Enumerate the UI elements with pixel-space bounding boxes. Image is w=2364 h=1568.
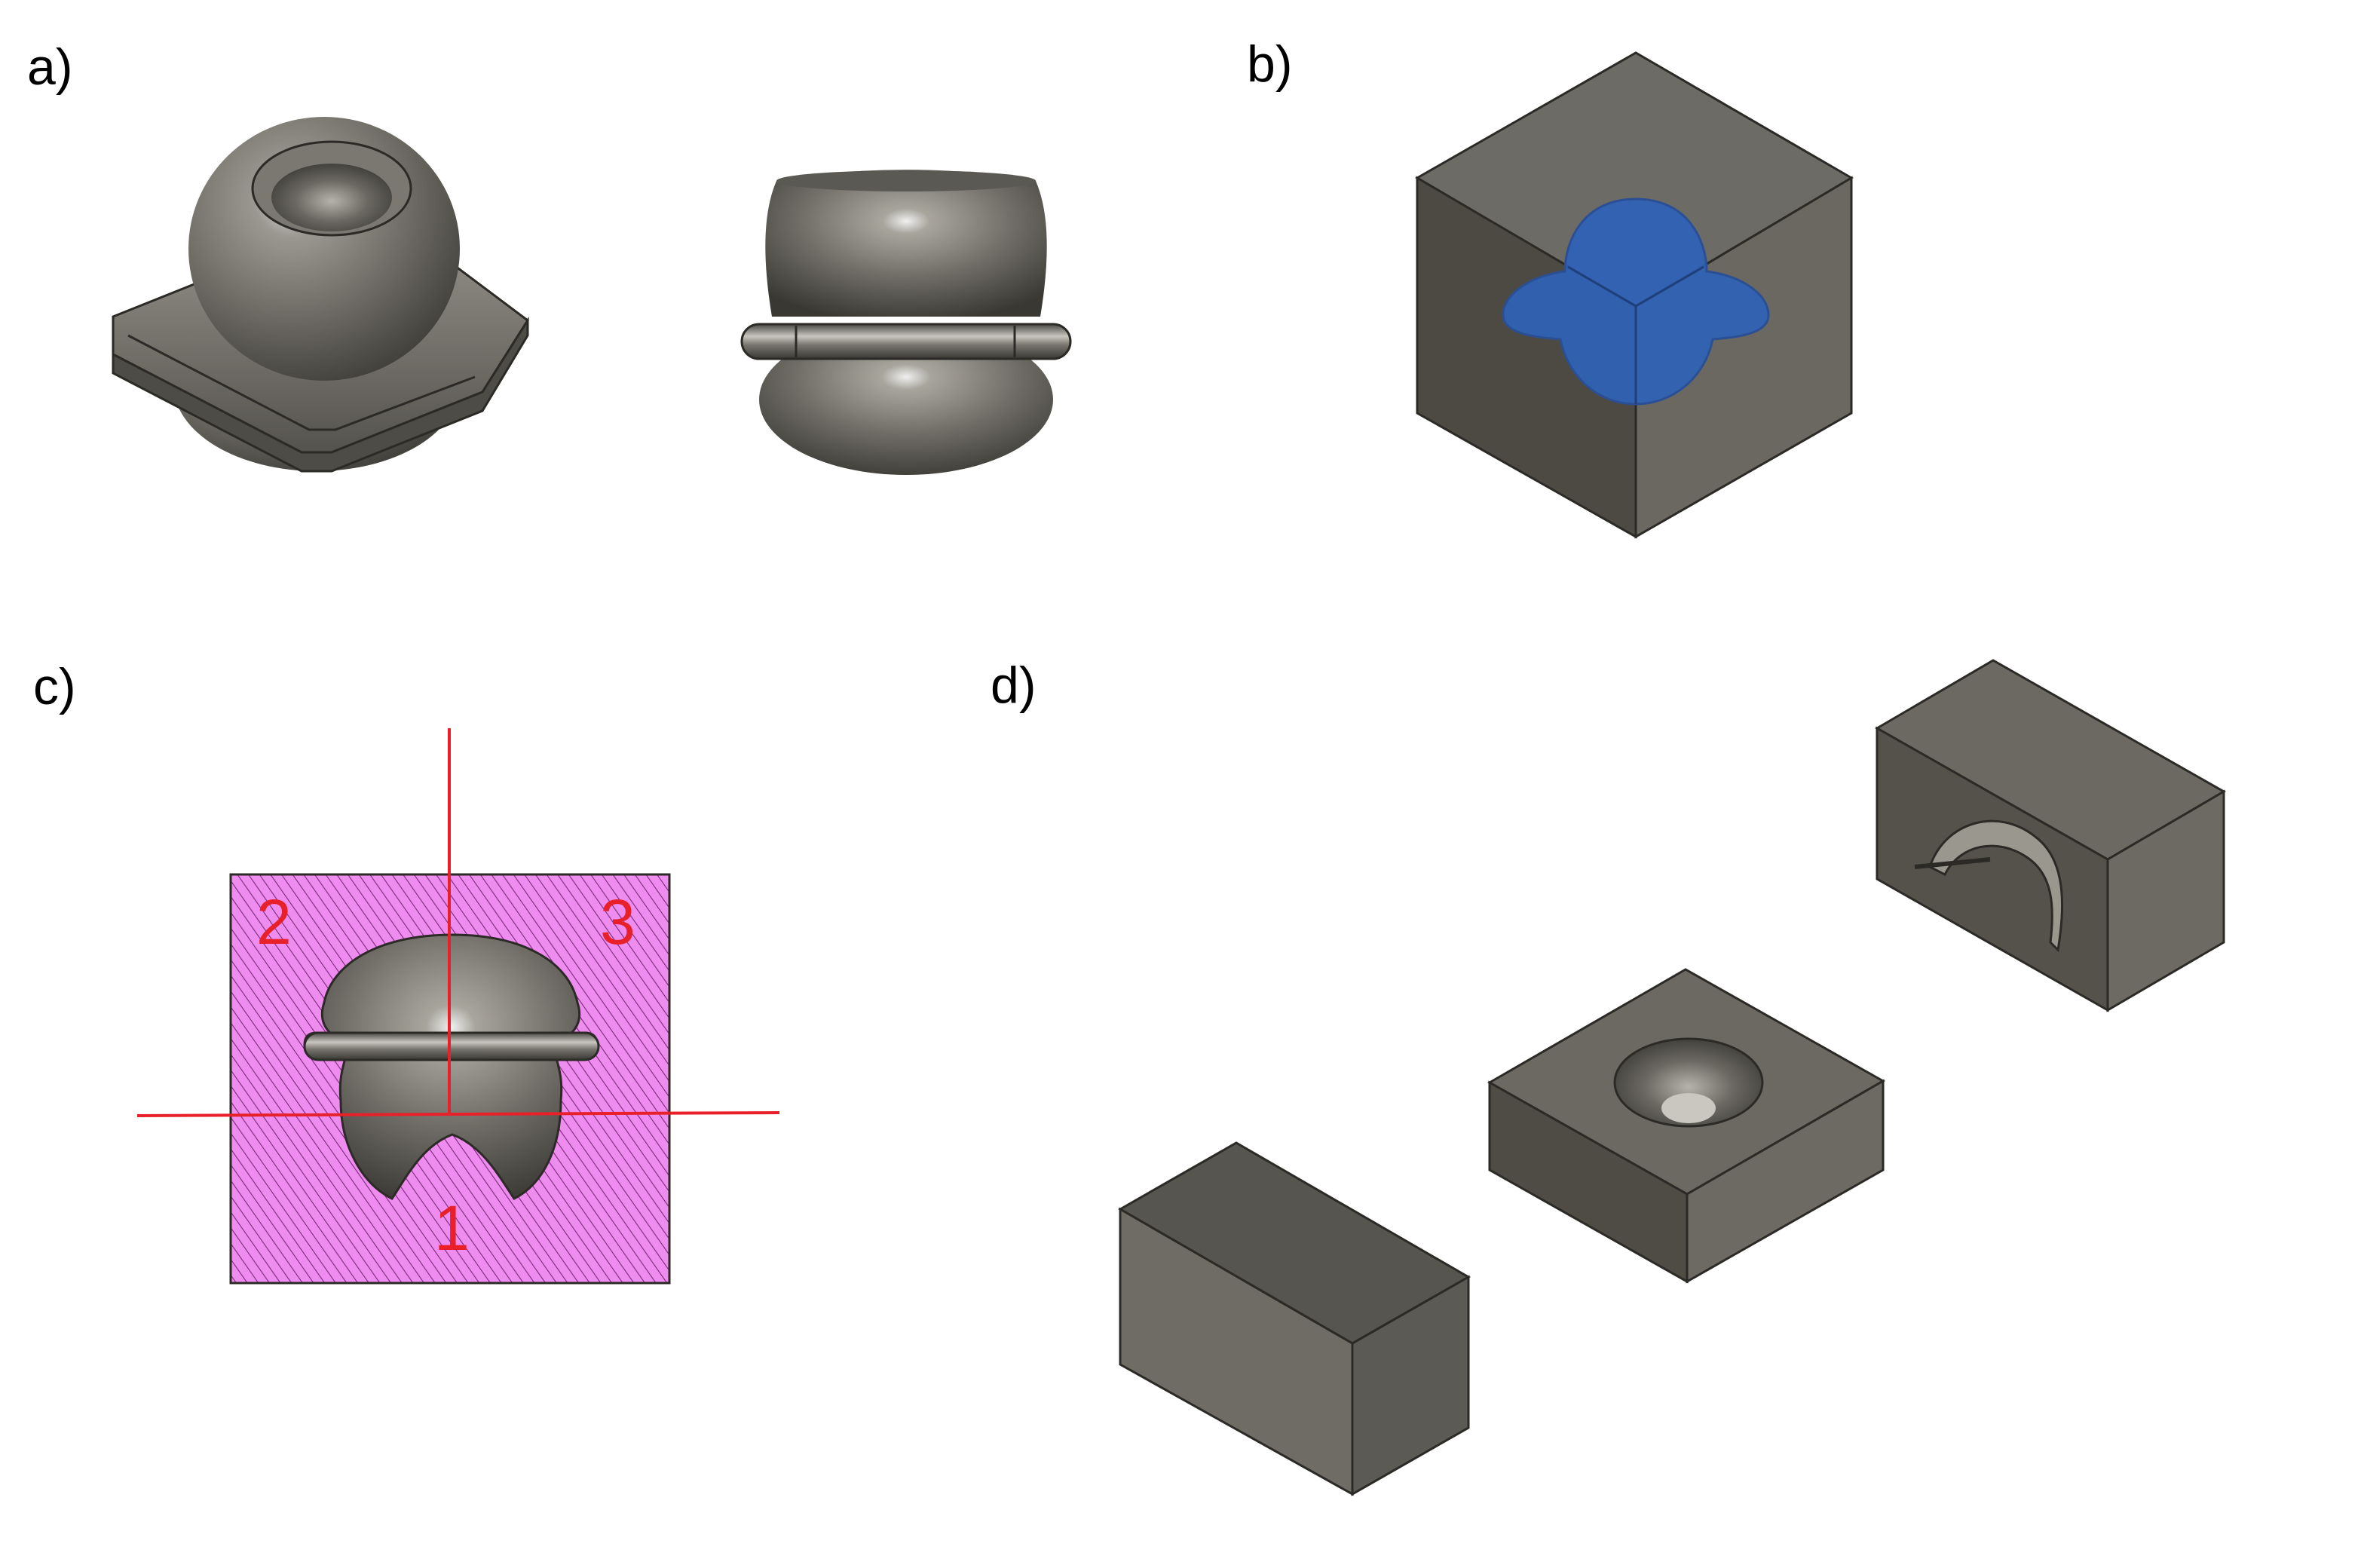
- region-label-2: 2: [256, 887, 292, 957]
- mold-block-top: [1874, 659, 2227, 1012]
- mold-part-3d-front-icon: [740, 170, 1072, 475]
- region-label-3: 3: [600, 887, 635, 957]
- region-label-1: 1: [434, 1193, 470, 1263]
- panel-label-b: b): [1247, 35, 1292, 93]
- panel-label-d: d): [991, 657, 1036, 714]
- panel-label-a: a): [27, 38, 72, 96]
- mold-block-bottom: [1117, 1141, 1471, 1496]
- panel-label-c: c): [33, 658, 76, 715]
- split-mold-blocks-exploded-icon: [1117, 659, 2227, 1496]
- mold-block-middle: [1487, 968, 1886, 1284]
- mold-block-section-icon: [1415, 51, 1854, 539]
- mold-part-3d-iso-icon: [112, 117, 530, 473]
- hatched-section-cut-plan-icon: 1 2 3: [136, 728, 780, 1285]
